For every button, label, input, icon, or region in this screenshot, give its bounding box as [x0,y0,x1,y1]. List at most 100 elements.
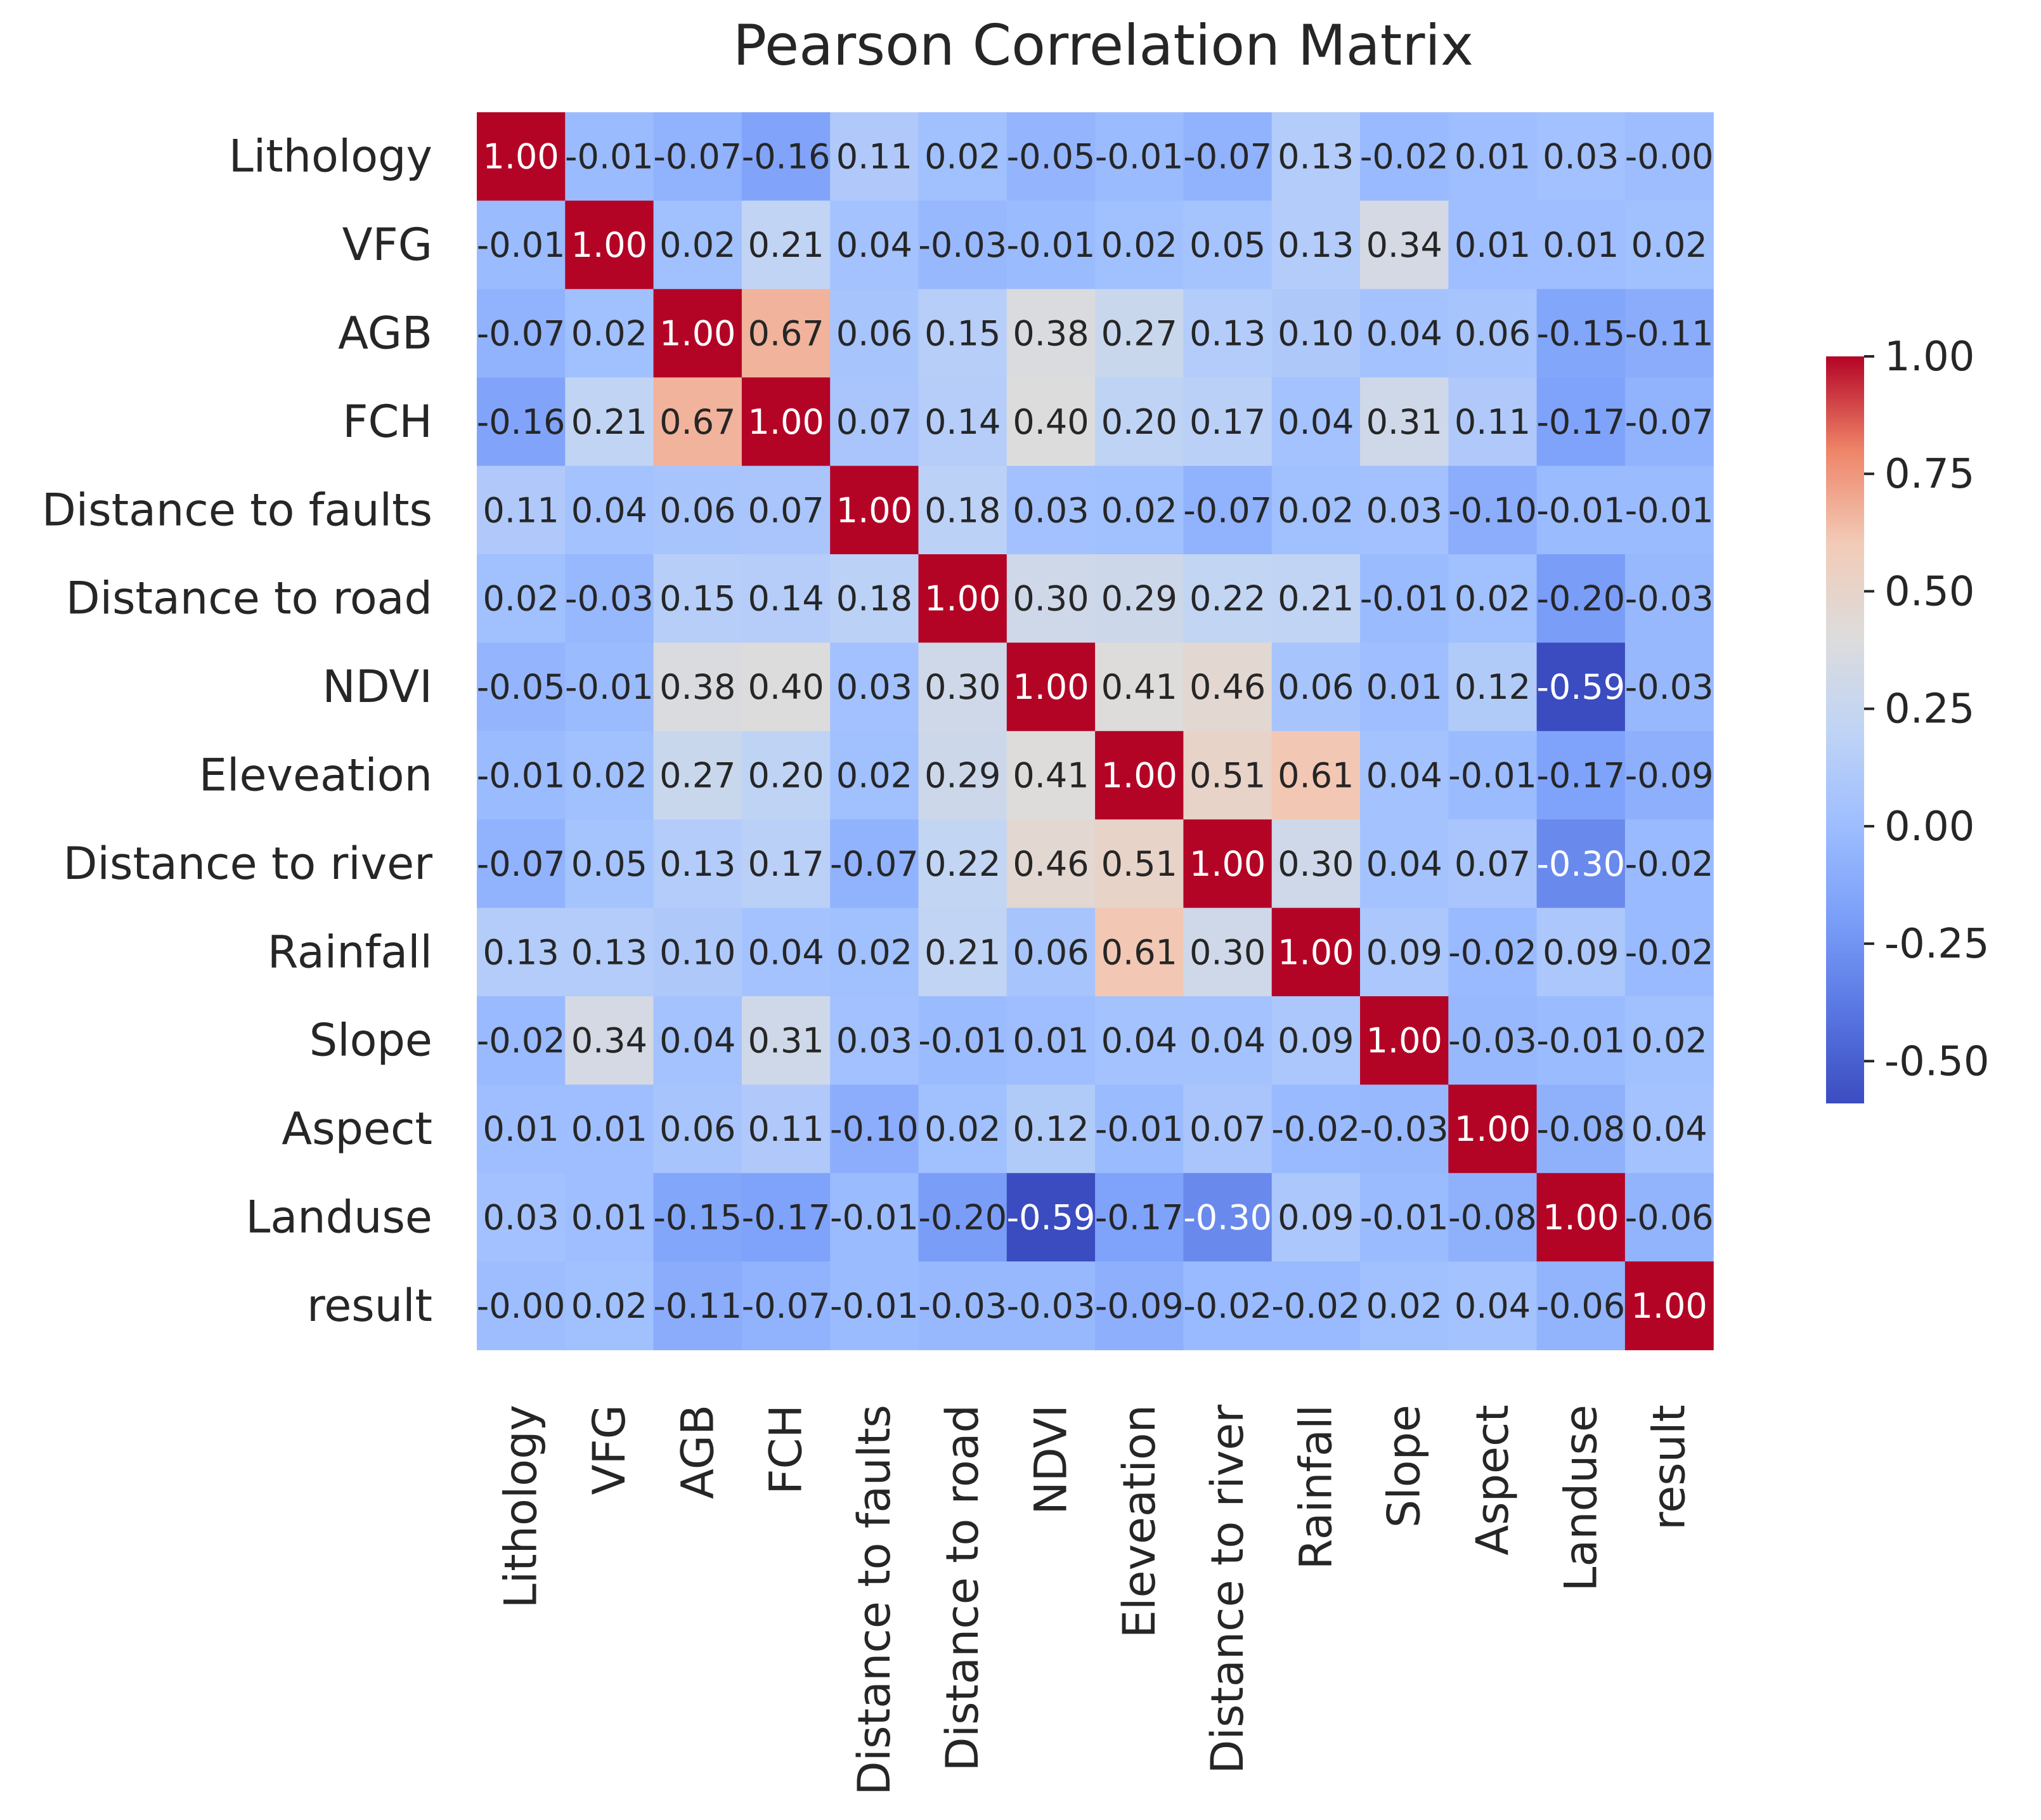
colorbar-tick-label: 0.25 [1884,686,1975,733]
heatmap-cell [1448,289,1538,378]
cell-value-label: 0.02 [571,314,647,354]
heatmap-cell [1536,377,1626,467]
heatmap-cell [918,642,1008,732]
heatmap-cell [1536,1173,1626,1262]
cell-value-label: 0.01 [571,1109,647,1149]
colorbar: 1.00 0.75 0.50 0.25 0.00 -0.25 -0.50 [1826,334,1990,1103]
heatmap-cell [1448,642,1538,732]
cell-value-label: -0.05 [477,667,566,707]
heatmap-cell [1360,377,1449,467]
heatmap-cell [1271,996,1361,1085]
heatmap-cell [1183,996,1273,1085]
cell-value-label: -0.07 [477,844,566,884]
cell-value-label: 0.67 [748,314,824,354]
cell-value-label: 0.29 [924,756,1001,796]
heatmap-cell [565,642,654,732]
cell-value-label: 1.00 [1543,1198,1619,1238]
heatmap-cell [1624,731,1714,820]
cell-value-label: 0.31 [748,1021,824,1061]
cell-value-label: 0.06 [1278,667,1354,707]
cell-value-label: -0.01 [1536,490,1625,530]
cell-value-label: -0.59 [1007,1198,1096,1238]
heatmap-cell [1006,642,1096,732]
y-tick-label: Distance to road [66,573,432,625]
heatmap-cell [477,200,566,290]
x-tick-label: Rainfall [1290,1405,1342,1570]
cell-value-label: 1.00 [748,402,824,442]
heatmap-cell [1624,1084,1714,1174]
cell-value-label: -0.07 [1183,490,1272,530]
cell-value-label: 0.17 [1189,402,1266,442]
cell-value-label: -0.07 [653,137,742,177]
heatmap-cell [1095,112,1184,201]
cell-value-label: 1.00 [836,490,912,530]
heatmap-cell [477,1084,566,1174]
cell-value-label: -0.08 [1448,1198,1537,1238]
heatmap-cell [1448,200,1538,290]
cell-value-label: -0.02 [1625,932,1714,972]
heatmap-cell [1360,1173,1449,1262]
heatmap-cell [1006,112,1096,201]
heatmap-cell [1183,642,1273,732]
cell-value-label: 0.38 [659,667,735,707]
cell-value-label: 0.14 [924,402,1001,442]
heatmap-cell [1183,1261,1273,1351]
x-tick-label: NDVI [1025,1405,1077,1515]
heatmap-cell [918,465,1008,555]
cell-value-label: -0.01 [830,1198,919,1238]
cell-value-label: 0.04 [1631,1109,1707,1149]
heatmap-cell [1271,1084,1361,1174]
heatmap-cell [1536,731,1626,820]
heatmap-cell [477,731,566,820]
heatmap-cell [1095,642,1184,732]
cell-value-label: 0.34 [1366,225,1442,265]
cell-value-label: -0.03 [1360,1109,1449,1149]
cell-value-label: -0.11 [653,1286,742,1326]
heatmap-cell [1360,112,1449,201]
x-tick-label: Distance to faults [848,1405,900,1795]
x-tick-label: Aspect [1467,1405,1519,1556]
heatmap-cell [1360,200,1449,290]
heatmap-cell [1183,731,1273,820]
x-tick-label: FCH [760,1405,812,1495]
cell-value-label: -0.06 [1625,1198,1714,1238]
cell-value-label: 0.21 [748,225,824,265]
cell-value-label: -0.16 [477,402,566,442]
cell-value-label: 0.04 [1366,314,1442,354]
heatmap-cell [1624,377,1714,467]
cell-value-label: 0.30 [1278,844,1354,884]
cell-value-label: 0.02 [836,932,912,972]
cell-value-label: 0.07 [1455,844,1531,884]
cell-value-label: 0.06 [836,314,912,354]
heatmap-cell [741,1173,831,1262]
heatmap-cell [1095,819,1184,909]
heatmap-cell [1448,819,1538,909]
cell-value-label: 0.02 [924,137,1001,177]
cell-value-label: -0.01 [565,667,654,707]
cell-value-label: -0.15 [653,1198,742,1238]
heatmap-cell [565,377,654,467]
heatmap-cell [830,554,919,643]
cell-value-label: -0.17 [1536,756,1625,796]
colorbar-ticks: 1.00 0.75 0.50 0.25 0.00 -0.25 -0.50 [1864,334,1990,1085]
cell-value-label: 0.04 [1455,1286,1531,1326]
heatmap-cell [1271,642,1361,732]
cell-value-label: 0.12 [1455,667,1531,707]
y-tick-label: Slope [309,1015,432,1067]
heatmap-cell [1448,1084,1538,1174]
cell-value-label: 0.03 [1013,490,1089,530]
cell-value-label: 0.01 [1013,1021,1089,1061]
heatmap-cell [830,642,919,732]
cell-value-label: 0.02 [1278,490,1354,530]
heatmap-cell [1624,996,1714,1085]
cell-value-label: -0.01 [1448,756,1537,796]
heatmap-cell [1536,289,1626,378]
heatmap-cell [1183,819,1273,909]
cell-value-label: 0.05 [1189,225,1266,265]
cell-value-label: 0.06 [1013,932,1089,972]
cell-value-label: -0.01 [1536,1021,1625,1061]
cell-value-label: 0.02 [483,579,559,619]
heatmap-cell [1271,1173,1361,1262]
colorbar-gradient [1826,356,1864,1103]
heatmap-cell [565,112,654,201]
